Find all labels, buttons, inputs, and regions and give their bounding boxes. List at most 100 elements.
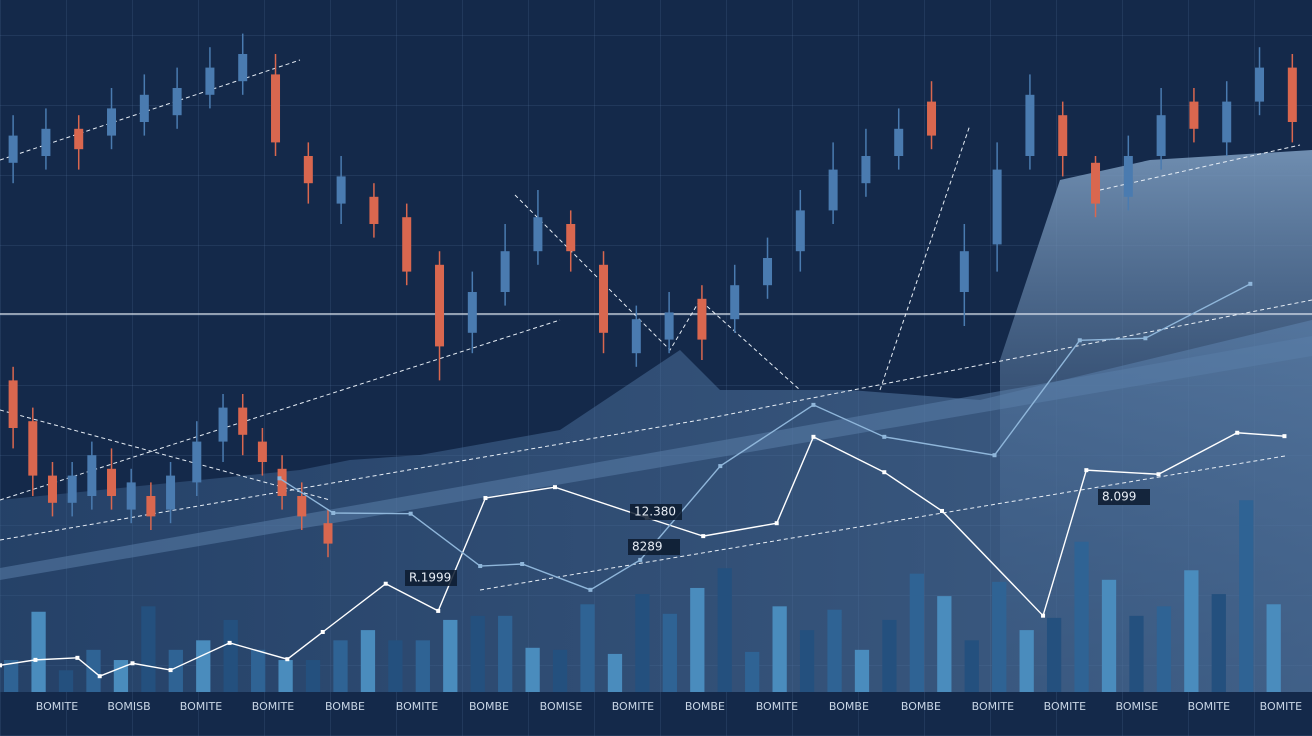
candle-body	[8, 135, 18, 163]
candle-body	[402, 217, 412, 272]
point	[227, 640, 232, 645]
candle-body	[205, 67, 215, 95]
x-tick-label: BOMBE	[325, 700, 365, 713]
candle-body	[1058, 115, 1068, 156]
point	[1156, 472, 1161, 477]
volume-bar	[1184, 570, 1199, 692]
candle-body	[67, 475, 77, 503]
trend-line	[0, 299, 1312, 541]
point	[168, 668, 173, 673]
volume-bar	[1019, 630, 1034, 692]
value-label: R.1999	[409, 571, 451, 585]
candle-body	[795, 210, 805, 252]
candle-body	[1025, 94, 1035, 156]
volume-bar	[1101, 579, 1117, 692]
x-tick-label: BOMBE	[829, 700, 869, 713]
candle-body	[828, 169, 838, 211]
volume-bar	[1156, 606, 1172, 692]
candle-body	[166, 475, 176, 510]
candle-body	[1222, 101, 1232, 143]
candle-body	[172, 88, 182, 116]
volume-bar	[1239, 500, 1254, 692]
point	[277, 476, 282, 481]
candle-body	[297, 496, 307, 517]
candle-body	[435, 264, 445, 347]
point	[1282, 434, 1287, 439]
candle-body	[566, 224, 576, 252]
volume-bar	[882, 619, 897, 692]
candle-body	[697, 298, 707, 340]
trend-line	[0, 409, 331, 501]
point	[436, 608, 441, 613]
volume-bar	[113, 660, 129, 692]
candle-body	[41, 128, 51, 156]
volume-bar	[662, 613, 677, 692]
point	[285, 657, 290, 662]
candle-body	[1189, 101, 1199, 129]
trend-line	[879, 124, 971, 391]
volume-bar	[141, 606, 156, 692]
candle-body	[599, 264, 609, 333]
point	[992, 453, 997, 458]
candle-body	[631, 319, 641, 354]
candle-body	[277, 468, 287, 496]
candle-body	[1156, 115, 1166, 156]
volume-bar	[827, 609, 842, 692]
label-box	[405, 570, 457, 586]
volume-bar	[607, 653, 623, 692]
x-tick-label: BOMISB	[107, 700, 150, 713]
point	[1077, 338, 1082, 343]
volume-bar	[223, 619, 238, 692]
value-label: 8.099	[1102, 490, 1136, 504]
candle-body	[927, 101, 937, 136]
candle-body	[861, 156, 871, 184]
volume-bar	[1211, 594, 1226, 692]
x-tick-label: BOMBE	[685, 700, 725, 713]
candle-body	[126, 482, 136, 510]
point	[882, 434, 887, 439]
trend-line	[479, 455, 1286, 591]
volume-bar	[717, 568, 732, 692]
point	[130, 661, 135, 666]
x-tick-label: BOMISE	[540, 700, 583, 713]
point	[0, 663, 2, 668]
point	[1041, 613, 1046, 618]
series-line	[0, 432, 1285, 678]
volume-bar	[552, 649, 568, 692]
candle-body	[74, 128, 84, 150]
x-tick-label: BOMBE	[469, 700, 509, 713]
point	[552, 485, 557, 490]
candle-body	[336, 176, 346, 204]
volume-bar	[278, 660, 293, 692]
point	[483, 496, 488, 501]
volume-bar	[854, 649, 870, 692]
point	[1143, 336, 1148, 341]
x-tick-label: BOMBE	[901, 700, 941, 713]
volume-bar	[745, 651, 760, 692]
candle-body	[238, 54, 248, 82]
candle-body	[533, 217, 543, 252]
point	[331, 511, 336, 515]
volume-bar	[251, 649, 266, 692]
point	[638, 557, 643, 562]
volume-bar	[580, 604, 595, 692]
point	[1248, 281, 1253, 286]
volume-bar	[909, 573, 925, 692]
candle-body	[192, 441, 202, 483]
candle-body	[1287, 67, 1297, 122]
value-label: 8289	[632, 540, 663, 554]
volume-bar	[964, 640, 979, 692]
x-tick-label: BOMISE	[1116, 700, 1159, 713]
volume-bar	[58, 670, 74, 692]
volume-bar	[4, 660, 19, 692]
point	[811, 434, 816, 439]
volume-bar	[992, 581, 1007, 692]
candle-body	[323, 523, 333, 544]
point	[97, 674, 102, 679]
volume-bar	[937, 596, 952, 692]
volume-bar	[799, 630, 815, 692]
value-label: 12.380	[634, 505, 676, 519]
volume-bar	[635, 594, 650, 692]
candle-body	[139, 94, 149, 122]
